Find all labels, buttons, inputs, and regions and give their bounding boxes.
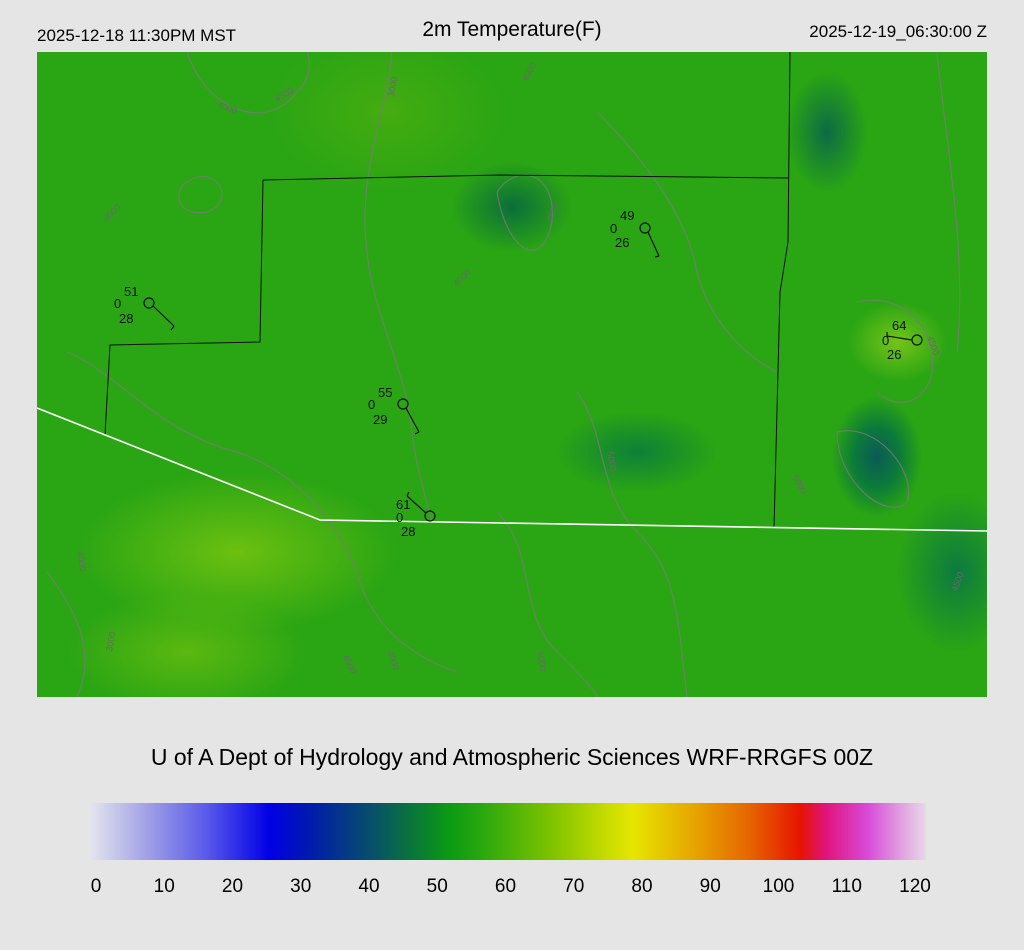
map-overlay: 3000 4000 4500 4000 4000 4000 4500 5000 … [37,52,987,697]
colorbar-tick-label: 50 [426,876,448,897]
colorbar-tick-label: 60 [494,876,517,897]
station-weather: 0 [114,296,122,311]
contour-label: 3000 [386,76,399,97]
station-temp: 49 [620,208,635,223]
contour-label: 4500 [544,200,560,222]
station-temp: 55 [378,385,393,400]
wind-barbs [143,222,923,522]
station-weather: 0 [396,510,404,525]
colorbar-tick-label: 80 [631,876,653,897]
station-dewpoint: 29 [373,412,388,427]
valid-time-local: 2025-12-18 11:30PM MST [37,26,237,45]
contour-label: 4000 [75,551,88,572]
map-title: 2m Temperature(F) [422,18,602,41]
contour-label: 4000 [101,202,122,223]
contour-label: 4500 [340,653,359,675]
station-dewpoint: 26 [615,235,630,250]
source-credit: U of A Dept of Hydrology and Atmospheric… [150,744,874,770]
station-temp: 64 [892,318,907,333]
station-dewpoint: 28 [119,311,134,326]
contour-label: 4000 [451,267,472,288]
terrain-contours [46,52,961,697]
colorbar-tick-label: 100 [762,876,795,897]
contour-label: 5000 [790,473,809,495]
colorbar-tick-label: 120 [899,876,931,897]
state-boundary [37,407,987,532]
county-boundary [104,52,791,529]
contour-label: 4500 [273,85,295,104]
colorbar-tick-label: 90 [699,876,721,897]
temperature-colorbar [89,803,926,860]
station-weather: 0 [610,221,618,236]
contour-label: 3000 [104,631,117,652]
station-weather: 0 [368,397,376,412]
colorbar-tick-label: 110 [831,876,862,897]
station-weather: 0 [882,333,890,348]
contour-label: 4500 [925,334,941,356]
colorbar-tick-label: 10 [153,876,175,897]
colorbar-tick-label: 0 [90,876,102,897]
contour-label: 4000 [216,99,238,115]
station-temp: 61 [396,497,411,512]
contour-label: 4000 [385,649,401,671]
contour-label: 5000 [535,651,548,672]
contour-label: 5000 [605,451,618,472]
contour-label: 4500 [949,570,965,592]
colorbar-tick-label: 70 [563,876,585,897]
valid-time-utc: 2025-12-19_06:30:00 Z [809,22,987,41]
colorbar-tick-label: 40 [358,876,380,897]
temperature-map: 3000 4000 4500 4000 4000 4000 4500 5000 … [37,52,987,697]
station-temp: 51 [124,284,139,299]
station-dewpoint: 28 [401,524,416,539]
station-dewpoint: 26 [887,347,902,362]
contour-label: 4000 [520,61,539,83]
colorbar-tick-label: 30 [290,876,312,897]
colorbar-tick-label: 20 [221,876,244,897]
contour-labels: 3000 4000 4500 4000 4000 4000 4500 5000 … [75,61,966,676]
